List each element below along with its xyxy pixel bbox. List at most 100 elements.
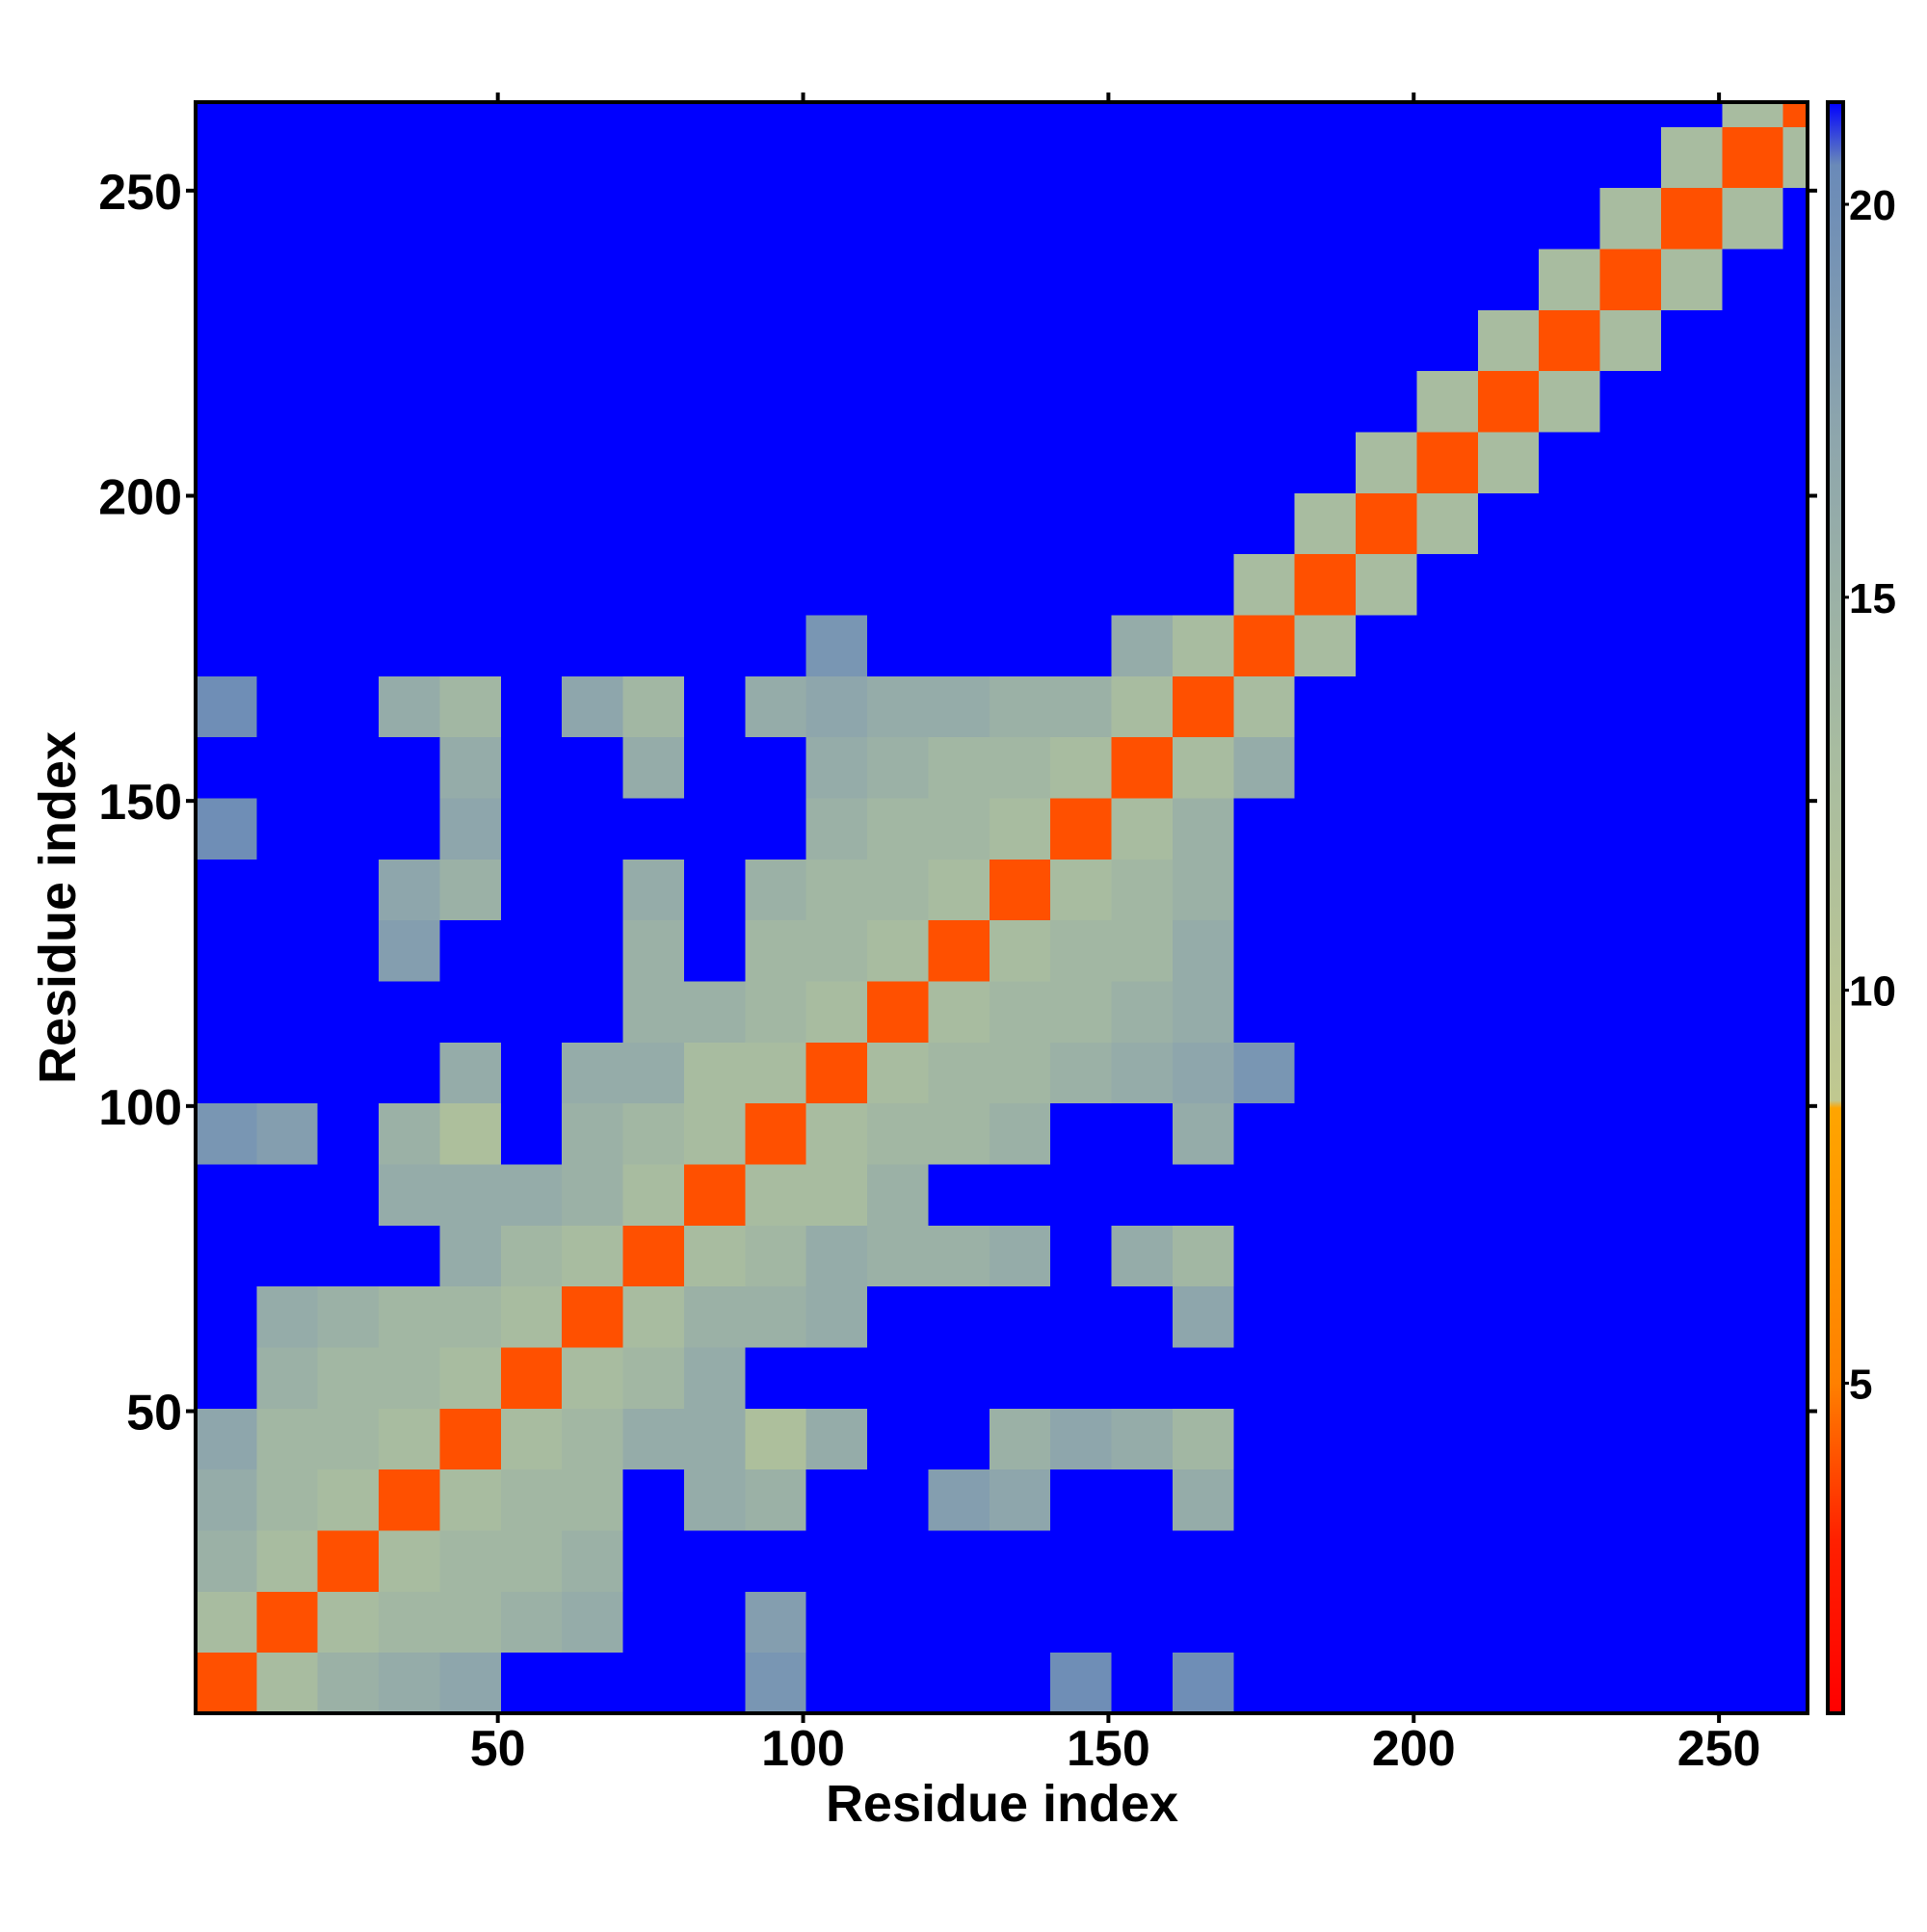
- heatmap-cell: [500, 1225, 563, 1287]
- heatmap-cell: [1172, 1164, 1234, 1226]
- heatmap-cell: [1111, 981, 1174, 1043]
- heatmap-cell: [928, 126, 990, 189]
- heatmap-cell: [196, 1347, 257, 1409]
- heatmap-cell: [1172, 615, 1234, 676]
- heatmap-cell: [317, 370, 380, 433]
- heatmap-cell: [1539, 102, 1601, 127]
- heatmap-cell: [745, 1652, 807, 1714]
- heatmap-cell: [1111, 1285, 1174, 1348]
- heatmap-cell: [683, 1225, 746, 1287]
- heatmap-cell: [1416, 492, 1479, 555]
- heatmap-cell: [928, 1347, 990, 1409]
- heatmap-cell: [1050, 187, 1113, 250]
- heatmap-cell: [379, 1591, 440, 1654]
- heatmap-cell: [1050, 553, 1113, 616]
- heatmap-cell: [1172, 492, 1234, 555]
- heatmap-cell: [1356, 102, 1417, 127]
- heatmap-cell: [1050, 1347, 1113, 1409]
- heatmap-cell: [1539, 1102, 1601, 1165]
- heatmap-cell: [1294, 1102, 1357, 1165]
- heatmap-cell: [1050, 919, 1113, 982]
- heatmap-cell: [196, 249, 257, 310]
- heatmap-cell: [196, 1408, 257, 1470]
- heatmap-cell: [683, 309, 746, 372]
- heatmap-cell: [622, 102, 685, 127]
- heatmap-cell: [683, 1469, 746, 1531]
- heatmap-cell: [1050, 1591, 1113, 1654]
- heatmap-cell: [1599, 1591, 1662, 1654]
- heatmap-cell: [1782, 859, 1808, 921]
- heatmap-cell: [256, 1042, 319, 1104]
- heatmap-cell: [1722, 1042, 1784, 1104]
- heatmap-cell: [196, 492, 257, 555]
- heatmap-cell: [1477, 370, 1540, 433]
- heatmap-cell: [1172, 675, 1234, 738]
- heatmap-cell: [196, 126, 257, 189]
- heatmap-cell: [989, 1469, 1051, 1531]
- heatmap-cell: [1050, 615, 1113, 676]
- heatmap-cell: [745, 187, 807, 250]
- heatmap-cell: [622, 1225, 685, 1287]
- heatmap-cell: [1172, 370, 1234, 433]
- heatmap-cell: [500, 432, 563, 493]
- heatmap-cell: [1111, 553, 1174, 616]
- heatmap-cell: [317, 553, 380, 616]
- heatmap-cell: [1599, 798, 1662, 860]
- heatmap-cell: [317, 798, 380, 860]
- heatmap-cell: [989, 615, 1051, 676]
- heatmap-cell: [562, 492, 624, 555]
- heatmap-cell: [1660, 1408, 1723, 1470]
- heatmap-cell: [1416, 1591, 1479, 1654]
- heatmap-cell: [867, 919, 929, 982]
- heatmap-cell: [562, 1591, 624, 1654]
- heatmap-cell: [256, 919, 319, 982]
- heatmap-cell: [1294, 736, 1357, 799]
- heatmap-cell: [439, 432, 502, 493]
- heatmap-cell: [1356, 859, 1417, 921]
- heatmap-cell: [805, 919, 868, 982]
- heatmap-cell: [1416, 1347, 1479, 1409]
- heatmap-cell: [256, 309, 319, 372]
- x-tick-label: 150: [1067, 1721, 1150, 1777]
- heatmap-cell: [1660, 432, 1723, 493]
- heatmap-cell: [1722, 1469, 1784, 1531]
- heatmap-cell: [1050, 126, 1113, 189]
- heatmap-cell: [805, 1652, 868, 1714]
- heatmap-cell: [439, 309, 502, 372]
- heatmap-cell: [1416, 1530, 1479, 1592]
- heatmap-cell: [1539, 492, 1601, 555]
- heatmap-cell: [1356, 675, 1417, 738]
- heatmap-cell: [1111, 798, 1174, 860]
- heatmap-cell: [1477, 1102, 1540, 1165]
- heatmap-cell: [1233, 675, 1296, 738]
- heatmap-cell: [1599, 553, 1662, 616]
- heatmap-cell: [439, 1652, 502, 1714]
- x-axis-title: Residue index: [826, 1775, 1178, 1833]
- heatmap-cell: [1722, 553, 1784, 616]
- heatmap-cell: [1782, 126, 1808, 189]
- heatmap-cell: [1477, 1591, 1540, 1654]
- heatmap-cell: [1416, 309, 1479, 372]
- heatmap-cell: [1416, 675, 1479, 738]
- heatmap-cell: [196, 919, 257, 982]
- heatmap-cell: [317, 1102, 380, 1165]
- heatmap-cell: [928, 859, 990, 921]
- heatmap-cell: [867, 798, 929, 860]
- heatmap-cell: [256, 1164, 319, 1226]
- heatmap-cell: [500, 102, 563, 127]
- heatmap-cell: [256, 553, 319, 616]
- heatmap-cell: [1477, 1285, 1540, 1348]
- heatmap-cell: [683, 981, 746, 1043]
- heatmap-cell: [1782, 1225, 1808, 1287]
- heatmap-cell: [439, 1408, 502, 1470]
- heatmap-cell: [928, 1225, 990, 1287]
- heatmap-cell: [622, 1652, 685, 1714]
- heatmap-cell: [1050, 859, 1113, 921]
- x-tick-label: 200: [1372, 1721, 1456, 1777]
- heatmap-cell: [745, 1042, 807, 1104]
- heatmap-cell: [1599, 615, 1662, 676]
- heatmap-cell: [989, 1102, 1051, 1165]
- heatmap-cell: [1172, 981, 1234, 1043]
- heatmap-cell: [1660, 1530, 1723, 1592]
- heatmap-cell: [1172, 1102, 1234, 1165]
